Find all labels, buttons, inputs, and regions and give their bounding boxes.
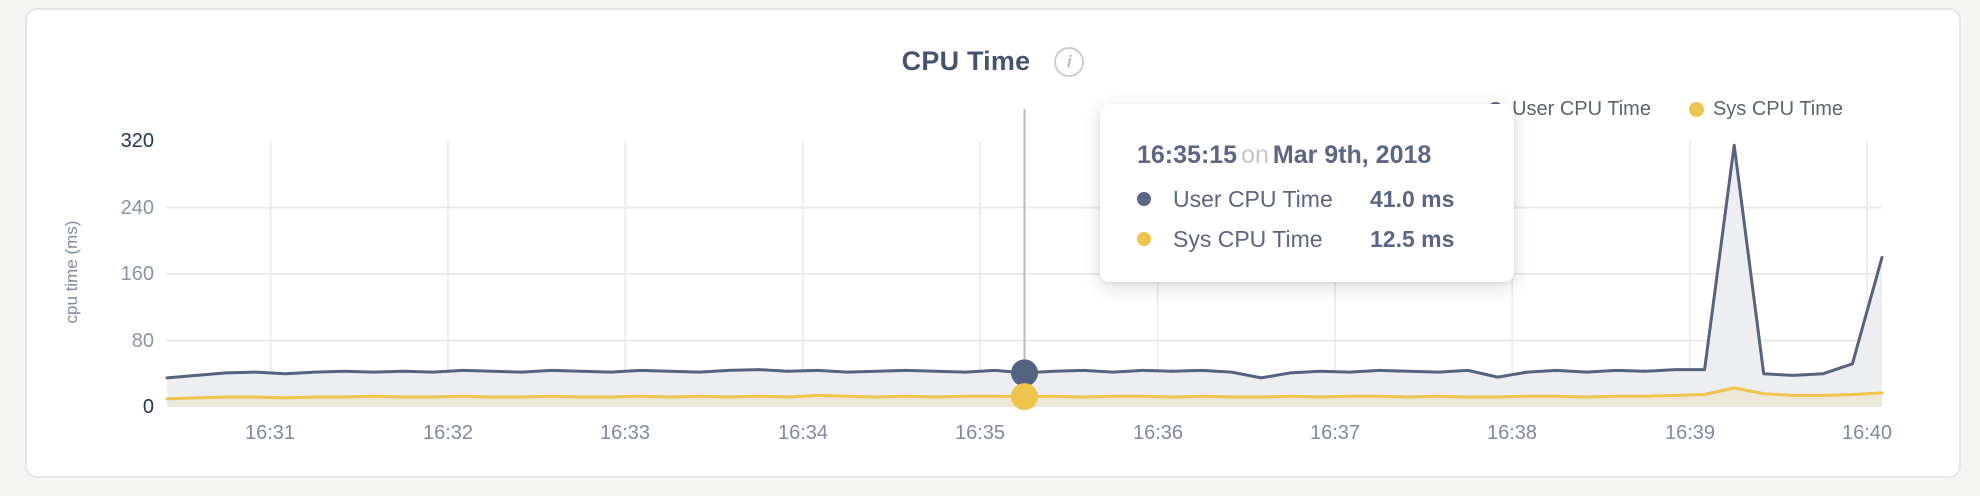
legend: User CPU Time Sys CPU Time — [1488, 98, 1843, 121]
chart-title: CPU Time — [901, 46, 1031, 76]
legend-item-sys-cpu-time[interactable]: Sys CPU Time — [1688, 98, 1843, 121]
tooltip-title: 16:35:15 on Mar 9th, 2018 — [1137, 142, 1514, 168]
y-tick-label: 160 — [120, 263, 154, 285]
x-tick-label: 16:36 — [1132, 422, 1184, 444]
x-tick-label: 16:34 — [777, 422, 829, 444]
x-tick-label: 16:35 — [954, 422, 1006, 444]
y-tick-label: 80 — [131, 330, 154, 352]
chart-header: CPU Time i — [27, 46, 1959, 77]
legend-swatch-sys-icon — [1688, 102, 1704, 117]
tooltip-sys-dot-icon — [1137, 232, 1151, 246]
tooltip-user-dot-icon — [1137, 192, 1151, 206]
tooltip-row-value: 12.5 ms — [1370, 225, 1455, 252]
legend-label: Sys CPU Time — [1712, 98, 1843, 120]
tooltip-date: Mar 9th, 2018 — [1272, 141, 1432, 169]
info-icon[interactable]: i — [1054, 46, 1085, 77]
x-tick-label: 16:40 — [1841, 422, 1893, 444]
y-tick-label: 240 — [120, 197, 154, 219]
y-tick-label: 320 — [120, 130, 154, 152]
plot-area[interactable] — [27, 10, 1959, 476]
tooltip-row-sys: Sys CPU Time 12.5 ms — [1137, 219, 1514, 259]
chart-panel: CPU Time i User CPU Time Sys CPU Time cp… — [25, 8, 1961, 478]
highlight-marker-user — [1011, 359, 1038, 387]
x-tick-label: 16:38 — [1486, 422, 1538, 444]
chart-tooltip: 16:35:15 on Mar 9th, 2018 User CPU Time 41… — [1100, 104, 1514, 282]
tooltip-row-label: User CPU Time — [1173, 185, 1333, 212]
legend-label: User CPU Time — [1512, 98, 1651, 120]
y-tick-label: 0 — [142, 396, 154, 418]
highlight-marker-sys — [1011, 383, 1038, 411]
tooltip-row-user: User CPU Time 41.0 ms — [1137, 179, 1514, 219]
tooltip-rows: User CPU Time 41.0 ms Sys CPU Time 12.5 … — [1137, 179, 1514, 259]
series-area-user — [167, 145, 1882, 407]
tooltip-conjunction: on — [1241, 141, 1269, 169]
x-tick-label: 16:32 — [422, 422, 474, 444]
x-tick-label: 16:31 — [244, 422, 296, 444]
tooltip-row-value: 41.0 ms — [1370, 185, 1455, 212]
x-tick-label: 16:33 — [599, 422, 651, 444]
x-tick-label: 16:37 — [1309, 422, 1361, 444]
tooltip-time: 16:35:15 — [1137, 141, 1238, 169]
x-tick-label: 16:39 — [1664, 422, 1716, 444]
tooltip-row-label: Sys CPU Time — [1173, 225, 1323, 252]
